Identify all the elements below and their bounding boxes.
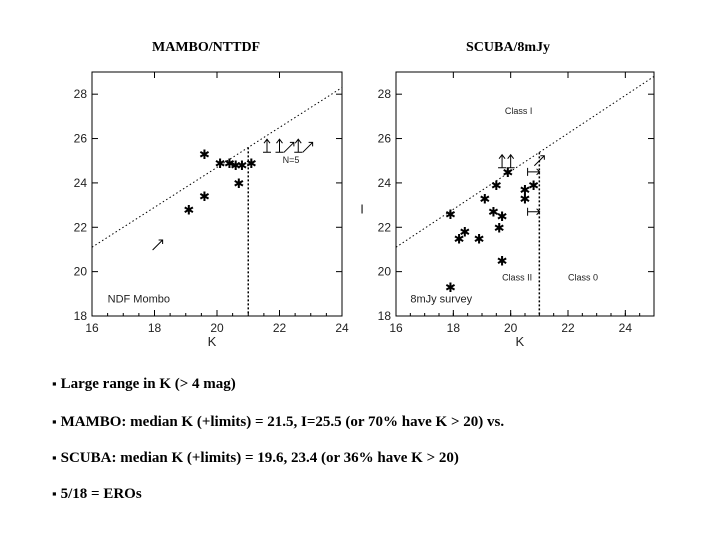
bullet-text: Large range in K (> 4 mag) bbox=[60, 376, 236, 392]
plot-frame bbox=[91, 71, 343, 317]
data-point: ✱ bbox=[474, 232, 485, 247]
bullet-item: ▪ MAMBO: median K (+limits) = 21.5, I=25.… bbox=[52, 414, 504, 431]
data-point: ✱ bbox=[199, 148, 210, 163]
y-tick-label: 24 bbox=[378, 176, 392, 190]
y-tick-label: 22 bbox=[74, 220, 88, 234]
upper-limit-arrow bbox=[506, 153, 515, 169]
data-point: ✱ bbox=[233, 177, 244, 192]
x-tick-label: 22 bbox=[273, 321, 287, 335]
bullet-marker: ▪ bbox=[52, 486, 57, 501]
data-point: ✱ bbox=[488, 206, 499, 221]
y-tick-label: 26 bbox=[378, 132, 392, 146]
data-point: ✱ bbox=[479, 192, 490, 207]
bullet-marker: ▪ bbox=[52, 376, 57, 391]
bullet-text: MAMBO: median K (+limits) = 21.5, I=25.5… bbox=[60, 414, 505, 430]
diagonal-line bbox=[91, 87, 343, 248]
x-tick-label: 16 bbox=[85, 321, 99, 335]
x-tick-label: 22 bbox=[561, 321, 575, 335]
y-tick-label: 26 bbox=[74, 132, 88, 146]
class-ii-label: Class II bbox=[502, 273, 532, 283]
x-tick-label: 24 bbox=[335, 321, 349, 335]
y-tick-label: 22 bbox=[378, 220, 392, 234]
data-point: ✱ bbox=[445, 208, 456, 223]
lower-limit-arrow bbox=[527, 207, 541, 216]
y-tick-label: 18 bbox=[378, 309, 392, 323]
class-i-label: Class I bbox=[505, 106, 533, 116]
upper-limit-arrow bbox=[275, 138, 284, 153]
data-point: ✱ bbox=[237, 159, 248, 174]
y-tick-label: 18 bbox=[74, 309, 88, 323]
bullet-item: ▪ Large range in K (> 4 mag) bbox=[52, 376, 236, 393]
y-tick-label: 28 bbox=[74, 87, 88, 101]
y-tick-label: 28 bbox=[378, 87, 392, 101]
n-label: N=5 bbox=[283, 155, 300, 165]
data-point: ✱ bbox=[445, 281, 456, 296]
upper-limit-arrow bbox=[498, 153, 507, 169]
data-point: ✱ bbox=[528, 179, 539, 194]
data-point: ✱ bbox=[491, 179, 502, 194]
data-point: ✱ bbox=[497, 255, 508, 270]
limit-arrow-diagonal bbox=[283, 141, 295, 153]
class-0-label: Class 0 bbox=[568, 273, 598, 283]
data-point: ✱ bbox=[224, 157, 235, 172]
upper-limit-arrow bbox=[294, 138, 303, 153]
y-axis-label: I bbox=[360, 202, 364, 217]
data-point: ✱ bbox=[520, 192, 531, 207]
chart-mambo: 1618202224182022242628KI✱✱✱✱✱✱✱✱✱N=5NDF … bbox=[74, 71, 349, 349]
bullet-item: ▪ SCUBA: median K (+limits) = 19.6, 23.4 … bbox=[52, 450, 459, 467]
data-point: ✱ bbox=[183, 204, 194, 219]
bullet-marker: ▪ bbox=[52, 414, 57, 429]
x-tick-label: 20 bbox=[210, 321, 224, 335]
x-tick-label: 16 bbox=[389, 321, 403, 335]
x-tick-label: 18 bbox=[447, 321, 461, 335]
data-point: ✱ bbox=[459, 226, 470, 241]
x-axis-label: K bbox=[208, 334, 217, 349]
data-point: ✱ bbox=[246, 157, 257, 172]
limit-arrow-diagonal bbox=[302, 141, 314, 153]
lower-limit-arrow bbox=[527, 167, 541, 176]
data-point: ✱ bbox=[454, 232, 465, 247]
x-tick-label: 24 bbox=[619, 321, 633, 335]
x-tick-label: 20 bbox=[504, 321, 518, 335]
y-tick-label: 24 bbox=[74, 176, 88, 190]
data-point: ✱ bbox=[199, 190, 210, 205]
bullet-item: ▪ 5/18 = EROs bbox=[52, 486, 142, 503]
data-point: ✱ bbox=[230, 159, 241, 174]
data-point: ✱ bbox=[502, 166, 513, 181]
upper-limit-arrow bbox=[263, 138, 271, 153]
bullet-text: 5/18 = EROs bbox=[60, 486, 142, 502]
data-point: ✱ bbox=[497, 210, 508, 225]
bullet-marker: ▪ bbox=[52, 450, 57, 465]
chart-title-mambo: MAMBO/NTTDF bbox=[152, 40, 261, 55]
data-point: ✱ bbox=[494, 221, 505, 236]
corner-label: 8mJy survey bbox=[410, 294, 472, 306]
chart-title-scuba: SCUBA/8mJy bbox=[466, 40, 551, 55]
bullet-text: SCUBA: median K (+limits) = 19.6, 23.4 (… bbox=[60, 450, 459, 466]
limit-arrow-diagonal bbox=[152, 239, 164, 251]
data-point: ✱ bbox=[520, 184, 531, 199]
x-axis-label: K bbox=[516, 334, 525, 349]
diagonal-line bbox=[395, 76, 655, 248]
data-point: ✱ bbox=[215, 157, 226, 172]
x-tick-label: 18 bbox=[148, 321, 162, 335]
corner-label: NDF Mombo bbox=[108, 294, 170, 306]
limit-arrow-diagonal bbox=[533, 155, 545, 167]
y-tick-label: 20 bbox=[74, 265, 88, 279]
y-tick-label: 20 bbox=[378, 265, 392, 279]
